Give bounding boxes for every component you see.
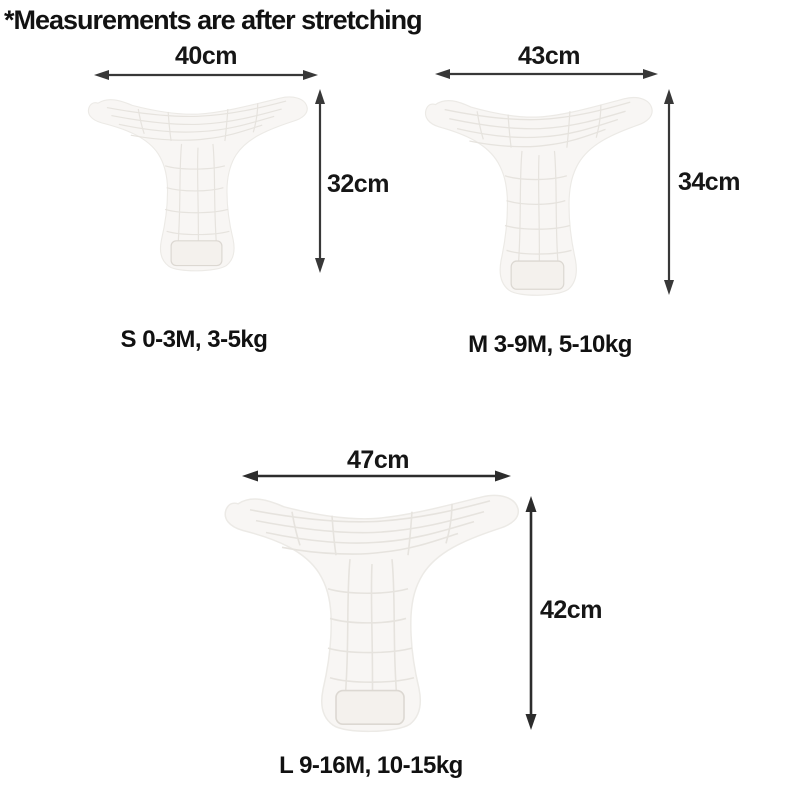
size-l-diaper-image: [224, 494, 520, 733]
diaper-stitched-patch: [510, 260, 565, 290]
size-s-height-arrow: [315, 89, 325, 273]
arrow-up-head-icon: [315, 89, 325, 104]
arrow-up-head-icon: [664, 89, 674, 104]
size-l-width-arrow: [242, 470, 511, 482]
diaper-stitched-patch: [170, 240, 223, 267]
size-m-height-label: 34cm: [678, 168, 740, 196]
arrow-left-head-icon: [94, 70, 109, 80]
size-s-height-label: 32cm: [327, 170, 389, 198]
size-m-width-label: 43cm: [518, 42, 580, 70]
page-title: *Measurements are after stretching: [4, 5, 423, 35]
size-m-width-arrow: [435, 69, 658, 79]
size-m-height-arrow: [664, 89, 674, 295]
size-s-caption: S 0-3M, 3-5kg: [120, 326, 268, 353]
size-s-diaper-image: [87, 96, 308, 272]
size-s-width-arrow: [94, 70, 318, 80]
arrow-left-head-icon: [242, 470, 258, 482]
size-l-caption: L 9-16M, 10-15kg: [279, 752, 463, 779]
size-l-height-arrow: [525, 496, 537, 730]
size-m-caption: M 3-9M, 5-10kg: [468, 331, 632, 358]
arrow-down-head-icon: [664, 280, 674, 295]
size-m-diaper-image: [424, 96, 653, 296]
arrow-right-head-icon: [495, 470, 511, 482]
arrow-left-head-icon: [435, 69, 450, 79]
fabric-crinkle-texture: [106, 100, 287, 265]
arrow-right-head-icon: [643, 69, 658, 79]
arrow-right-head-icon: [303, 70, 318, 80]
size-s-width-label: 40cm: [175, 42, 237, 70]
size-l-height-label: 42cm: [540, 596, 602, 624]
fabric-crinkle-texture: [249, 500, 491, 723]
arrow-up-head-icon: [525, 496, 537, 512]
size-l-width-label: 47cm: [347, 446, 409, 474]
diaper-stitched-patch: [335, 689, 405, 725]
arrow-down-head-icon: [525, 714, 537, 730]
arrow-down-head-icon: [315, 258, 325, 273]
